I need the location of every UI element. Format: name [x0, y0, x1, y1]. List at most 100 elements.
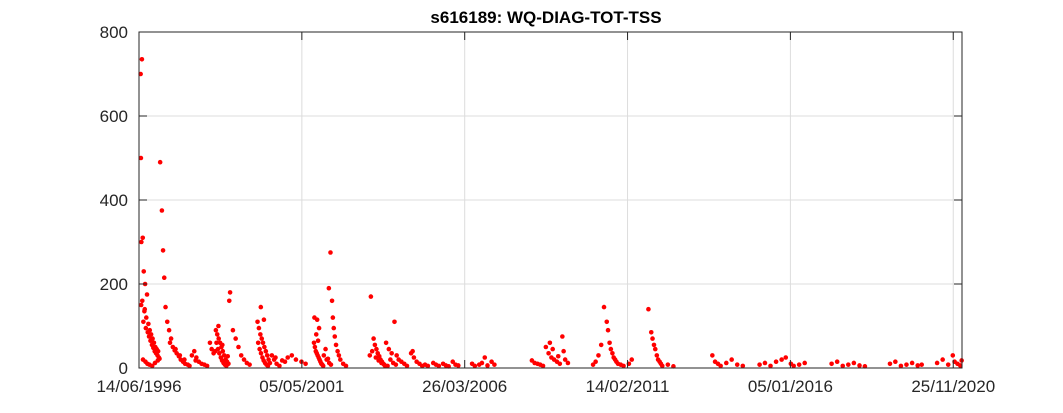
- grid: [138, 31, 962, 369]
- data-point: [145, 330, 151, 335]
- data-point: [303, 361, 308, 367]
- x-tick-label: 14/02/2011: [586, 377, 670, 396]
- data-point: [369, 348, 375, 354]
- data-point: [262, 344, 267, 350]
- data-point: [945, 362, 951, 367]
- data-point: [163, 304, 168, 310]
- data-point: [829, 361, 834, 367]
- data-point: [374, 346, 379, 352]
- data-point: [604, 319, 610, 325]
- data-point: [940, 357, 945, 362]
- data-point: [389, 351, 394, 356]
- data-point: [314, 317, 320, 323]
- data-point: [898, 363, 904, 369]
- data-point: [338, 357, 343, 362]
- data-point: [371, 336, 376, 341]
- data-point: [915, 363, 920, 368]
- data-point: [332, 334, 338, 339]
- data-point: [489, 359, 494, 365]
- data-point: [791, 363, 796, 369]
- data-point: [258, 351, 264, 356]
- data-point: [665, 362, 671, 367]
- data-point: [144, 292, 150, 297]
- data-point: [651, 342, 657, 348]
- data-point: [167, 340, 173, 346]
- data-point: [265, 363, 271, 369]
- data-point: [621, 363, 626, 369]
- data-point: [436, 363, 442, 369]
- data-point: [293, 357, 299, 362]
- y-tick-label: 600: [100, 107, 128, 126]
- data-point: [368, 294, 374, 299]
- data-point: [189, 353, 195, 358]
- data-point: [260, 340, 266, 346]
- data-point: [540, 363, 546, 369]
- data-point: [138, 302, 144, 308]
- data-point: [328, 250, 333, 255]
- x-tick-label: 05/01/2016: [748, 377, 833, 396]
- data-point: [258, 332, 263, 337]
- data-point: [757, 362, 762, 367]
- data-point: [328, 362, 334, 367]
- data-point: [796, 362, 802, 367]
- data-point: [410, 348, 415, 354]
- data-point: [425, 363, 431, 369]
- y-tick-label: 200: [100, 275, 128, 294]
- data-point: [157, 159, 163, 165]
- data-point: [230, 327, 236, 333]
- data-point: [740, 363, 746, 369]
- data-point: [456, 363, 461, 368]
- data-point: [289, 353, 295, 358]
- data-point: [543, 344, 549, 350]
- data-point: [221, 353, 227, 358]
- data-point: [485, 363, 490, 368]
- data-point: [773, 359, 779, 365]
- data-point: [148, 338, 153, 344]
- data-point: [492, 362, 497, 367]
- data-point: [646, 306, 651, 312]
- data-point: [386, 346, 392, 352]
- data-point: [845, 362, 851, 367]
- data-point: [224, 363, 229, 369]
- data-point: [220, 348, 226, 354]
- data-point: [601, 304, 607, 310]
- data-point: [216, 323, 221, 329]
- data-point: [329, 298, 335, 304]
- data-point: [330, 315, 336, 320]
- data-point: [255, 340, 261, 346]
- data-point: [321, 353, 327, 358]
- data-point: [779, 357, 784, 362]
- data-point: [783, 355, 789, 360]
- data-point: [257, 346, 262, 352]
- data-point: [652, 346, 658, 352]
- data-point: [247, 362, 252, 367]
- data-point: [862, 364, 868, 369]
- data-point: [555, 353, 561, 359]
- data-point: [323, 346, 328, 352]
- data-point: [950, 353, 956, 358]
- data-point: [255, 319, 260, 325]
- data-point: [654, 353, 660, 358]
- data-point: [562, 357, 568, 362]
- data-point: [159, 208, 165, 213]
- data-point: [141, 269, 147, 274]
- data-point: [385, 363, 390, 369]
- y-tick-label: 400: [100, 191, 128, 210]
- data-point: [336, 353, 342, 358]
- data-point: [479, 360, 485, 366]
- data-point: [718, 363, 723, 369]
- data-point: [315, 338, 321, 344]
- data-point: [213, 327, 219, 333]
- data-point: [851, 360, 857, 366]
- data-point: [143, 325, 149, 331]
- data-point: [734, 362, 740, 367]
- data-point: [193, 358, 198, 363]
- data-point: [596, 353, 601, 358]
- data-point: [919, 362, 924, 367]
- data-point: [142, 306, 148, 312]
- data-point: [482, 355, 488, 360]
- data-point: [277, 363, 282, 369]
- data-point: [904, 362, 909, 367]
- data-point: [273, 355, 278, 360]
